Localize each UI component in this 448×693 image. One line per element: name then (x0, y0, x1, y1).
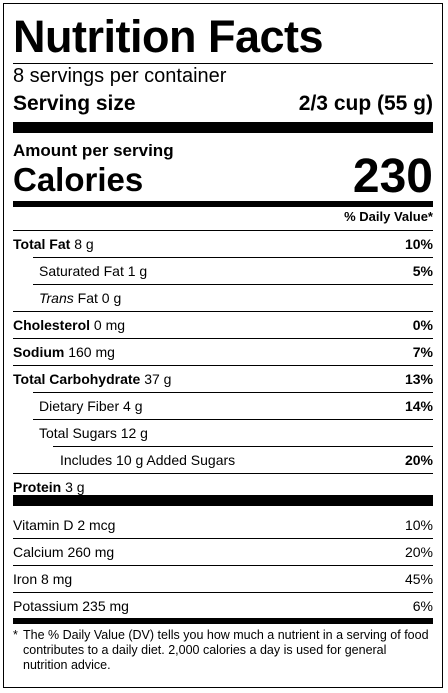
servings-per-container: 8 servings per container (13, 65, 227, 87)
nutrient-amount: 160 mg (68, 344, 115, 360)
row-rule (13, 338, 433, 339)
footnote-asterisk: * (13, 628, 18, 642)
nutrient-prefix: Includes (60, 452, 113, 468)
nutrient-amount: 37 g (144, 371, 172, 387)
nutrient-dv: 14% (404, 398, 433, 414)
nutrient-amount: 4 g (123, 398, 143, 414)
amount-per-serving: Amount per serving (13, 141, 174, 160)
daily-value-footnote: * The % Daily Value (DV) tells you how m… (13, 628, 433, 673)
row-rule (33, 284, 433, 285)
title-rule (13, 63, 433, 64)
serving-size-value: 2/3 cup (55 g) (298, 92, 433, 115)
nutrient-amount: 3 g (65, 479, 85, 495)
nutrient-amount: 0 g (101, 290, 122, 306)
nutrient-name: Protein (13, 479, 62, 495)
thick-divider-top (13, 122, 433, 133)
vitamin-row-vitamin-d: Vitamin D 2 mcg 10% (13, 512, 433, 538)
nutrient-name: Added Sugars (146, 452, 236, 468)
nutrient-name: Dietary Fiber (39, 398, 120, 414)
nutrition-facts-label: Nutrition Facts 8 servings per container… (3, 3, 443, 688)
label-title: Nutrition Facts (13, 11, 324, 62)
nutrient-row-dietary-fiber: Dietary Fiber 4 g 14% (13, 393, 433, 419)
vitamin-row-potassium: Potassium 235 mg 6% (13, 593, 433, 619)
nutrient-row-protein: Protein 3 g (13, 474, 433, 500)
vitamin-dv: 6% (412, 598, 433, 614)
vitamin-name: Vitamin D (13, 517, 74, 533)
row-rule (13, 538, 433, 539)
nutrient-name: Total Carbohydrate (13, 371, 141, 387)
vitamin-dv: 45% (404, 571, 433, 587)
row-rule (13, 230, 433, 231)
nutrient-name-suffix: Fat (77, 290, 98, 306)
nutrient-dv: 7% (412, 344, 433, 360)
nutrient-row-added-sugars: Includes 10 g Added Sugars 20% (13, 447, 433, 473)
row-rule (33, 257, 433, 258)
serving-size-label: Serving size (13, 92, 136, 115)
vitamin-amount: 8 mg (41, 571, 73, 587)
nutrient-row-total-carbohydrate: Total Carbohydrate 37 g 13% (13, 366, 433, 392)
nutrient-dv: 5% (412, 263, 433, 279)
vitamin-name: Iron (13, 571, 38, 587)
nutrient-name: Trans (39, 290, 74, 306)
nutrient-row-total-fat: Total Fat 8 g 10% (13, 231, 433, 257)
daily-value-header: % Daily Value* (344, 209, 433, 224)
vitamin-name: Calcium (13, 544, 64, 560)
row-rule (33, 419, 433, 420)
nutrient-amount: 12 g (120, 425, 148, 441)
medium-divider (13, 201, 433, 207)
nutrient-name: Sodium (13, 344, 65, 360)
nutrient-dv: 0% (412, 317, 433, 333)
nutrient-amount: 8 g (74, 236, 94, 252)
label-content: Nutrition Facts 8 servings per container… (13, 4, 433, 687)
thick-divider-middle (13, 495, 433, 506)
nutrient-name: Total Sugars (39, 425, 117, 441)
calories-label: Calories (13, 161, 144, 198)
row-rule (13, 311, 433, 312)
footnote-text: The % Daily Value (DV) tells you how muc… (23, 628, 429, 672)
medium-divider-bottom (13, 618, 433, 624)
vitamin-amount: 260 mg (67, 544, 115, 560)
row-rule (13, 565, 433, 566)
nutrient-row-cholesterol: Cholesterol 0 mg 0% (13, 312, 433, 338)
nutrient-dv: 13% (404, 371, 433, 387)
vitamin-dv: 10% (404, 517, 433, 533)
nutrient-row-saturated-fat: Saturated Fat 1 g 5% (13, 258, 433, 284)
row-rule (53, 446, 433, 447)
vitamin-amount: 235 mg (82, 598, 129, 614)
vitamin-name: Potassium (13, 598, 79, 614)
nutrient-name: Cholesterol (13, 317, 91, 333)
row-rule (33, 392, 433, 393)
row-rule (13, 592, 433, 593)
nutrient-row-trans-fat: Trans Fat 0 g (13, 285, 433, 311)
nutrient-dv: 10% (404, 236, 433, 252)
vitamin-row-iron: Iron 8 mg 45% (13, 566, 433, 592)
row-rule (13, 473, 433, 474)
nutrient-row-total-sugars: Total Sugars 12 g (13, 420, 433, 446)
nutrient-name: Saturated Fat (39, 263, 124, 279)
nutrient-amount: 1 g (127, 263, 148, 279)
nutrient-dv: 20% (404, 452, 433, 468)
nutrient-amount: 0 mg (93, 317, 126, 333)
vitamin-dv: 20% (404, 544, 433, 560)
vitamin-amount: 2 mcg (77, 517, 116, 533)
vitamin-row-calcium: Calcium 260 mg 20% (13, 539, 433, 565)
row-rule (13, 365, 433, 366)
nutrient-name: Total Fat (13, 236, 71, 252)
calories-value: 230 (352, 150, 433, 203)
serving-size-row: Serving size 2/3 cup (55 g) (13, 91, 433, 117)
nutrient-amount: 10 g (116, 452, 144, 468)
nutrient-row-sodium: Sodium 160 mg 7% (13, 339, 433, 365)
